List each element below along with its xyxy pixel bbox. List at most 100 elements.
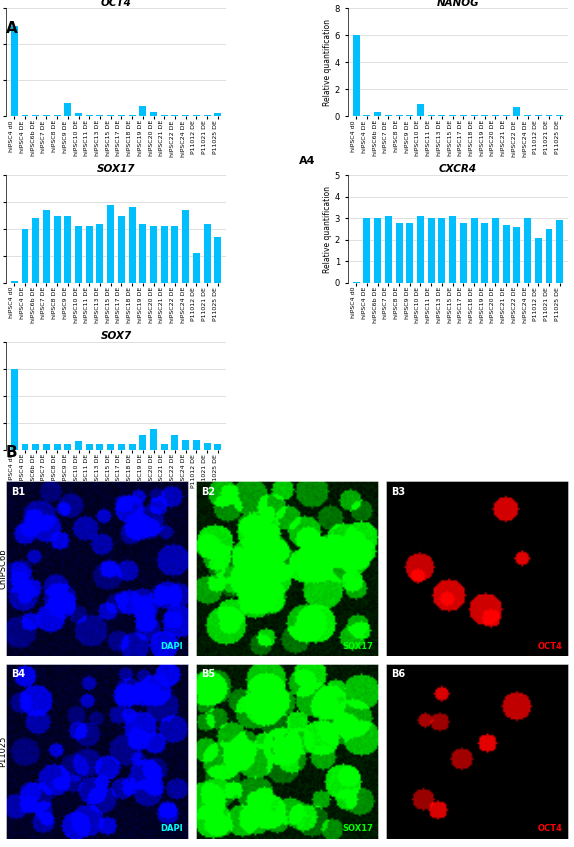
Bar	[182, 115, 189, 116]
Bar	[182, 210, 189, 283]
Bar	[64, 215, 71, 283]
Bar	[107, 205, 114, 283]
Bar	[118, 115, 125, 116]
Y-axis label: Relative quantification: Relative quantification	[323, 185, 332, 273]
Bar	[363, 219, 370, 283]
Bar	[150, 429, 157, 450]
Bar	[374, 219, 381, 283]
Title: OCT4: OCT4	[100, 0, 131, 8]
Text: B4: B4	[11, 669, 25, 678]
Text: OCT4: OCT4	[538, 642, 563, 651]
Bar	[86, 226, 93, 283]
Bar	[107, 115, 114, 116]
Bar	[150, 112, 157, 116]
Bar	[449, 216, 456, 283]
Bar	[481, 223, 488, 283]
Bar	[53, 444, 61, 450]
Bar	[204, 443, 211, 450]
Bar	[395, 223, 402, 283]
Bar	[86, 115, 93, 116]
Bar	[492, 219, 499, 283]
Y-axis label: P11025: P11025	[0, 735, 7, 767]
Bar	[139, 435, 146, 450]
Title: SOX17: SOX17	[97, 164, 135, 174]
Bar	[161, 444, 168, 450]
Bar	[193, 115, 200, 116]
Text: B6: B6	[391, 669, 405, 678]
Bar	[96, 115, 103, 116]
Bar	[53, 115, 61, 116]
Bar	[22, 229, 29, 283]
Bar	[513, 107, 521, 116]
Bar	[161, 115, 168, 116]
Bar	[182, 440, 189, 450]
Bar	[193, 440, 200, 450]
Bar	[129, 115, 135, 116]
Bar	[32, 115, 39, 116]
Title: CXCR4: CXCR4	[439, 164, 477, 174]
Bar	[460, 223, 467, 283]
Bar	[32, 219, 39, 283]
Title: NANOG: NANOG	[437, 0, 479, 8]
Bar	[417, 216, 424, 283]
Bar	[22, 115, 29, 116]
Bar	[214, 444, 221, 450]
Text: DAPI: DAPI	[160, 824, 183, 833]
Bar	[439, 219, 445, 283]
Bar	[43, 210, 50, 283]
Bar	[11, 281, 18, 283]
Bar	[353, 282, 360, 283]
Text: B2: B2	[201, 487, 215, 496]
Bar	[417, 104, 424, 116]
Text: SOX17: SOX17	[342, 642, 373, 651]
Bar	[503, 224, 510, 283]
Text: SOX17: SOX17	[342, 824, 373, 833]
Bar	[32, 444, 39, 450]
Bar	[172, 435, 179, 450]
Bar	[129, 208, 135, 283]
Text: B: B	[6, 445, 17, 460]
Bar	[535, 238, 542, 283]
Bar	[161, 226, 168, 283]
Bar	[204, 224, 211, 283]
Text: OCT4: OCT4	[538, 824, 563, 833]
Bar	[64, 103, 71, 116]
Text: A4: A4	[299, 156, 316, 166]
Bar	[150, 226, 157, 283]
Bar	[43, 444, 50, 450]
Bar	[11, 26, 18, 116]
Text: B3: B3	[391, 487, 405, 496]
Bar	[513, 227, 521, 283]
Bar	[353, 36, 360, 116]
Text: B1: B1	[11, 487, 25, 496]
Bar	[53, 215, 61, 283]
Bar	[96, 224, 103, 283]
Bar	[385, 216, 392, 283]
Bar	[172, 115, 179, 116]
Bar	[214, 113, 221, 116]
Y-axis label: Relative quantification: Relative quantification	[323, 19, 332, 106]
Bar	[118, 444, 125, 450]
Title: SOX7: SOX7	[100, 331, 131, 341]
Bar	[204, 115, 211, 116]
Bar	[214, 237, 221, 283]
Bar	[172, 226, 179, 283]
Bar	[11, 368, 18, 450]
Bar	[556, 220, 563, 283]
Bar	[107, 444, 114, 450]
Text: DAPI: DAPI	[160, 642, 183, 651]
Text: A: A	[6, 21, 17, 36]
Bar	[43, 115, 50, 116]
Bar	[139, 106, 146, 116]
Bar	[75, 226, 82, 283]
Bar	[75, 113, 82, 116]
Bar	[471, 219, 478, 283]
Bar	[139, 224, 146, 283]
Bar	[428, 219, 435, 283]
Y-axis label: ChiPSC6b: ChiPSC6b	[0, 549, 7, 590]
Bar	[524, 219, 531, 283]
Bar	[118, 215, 125, 283]
Text: B5: B5	[201, 669, 215, 678]
Bar	[86, 444, 93, 450]
Bar	[96, 444, 103, 450]
